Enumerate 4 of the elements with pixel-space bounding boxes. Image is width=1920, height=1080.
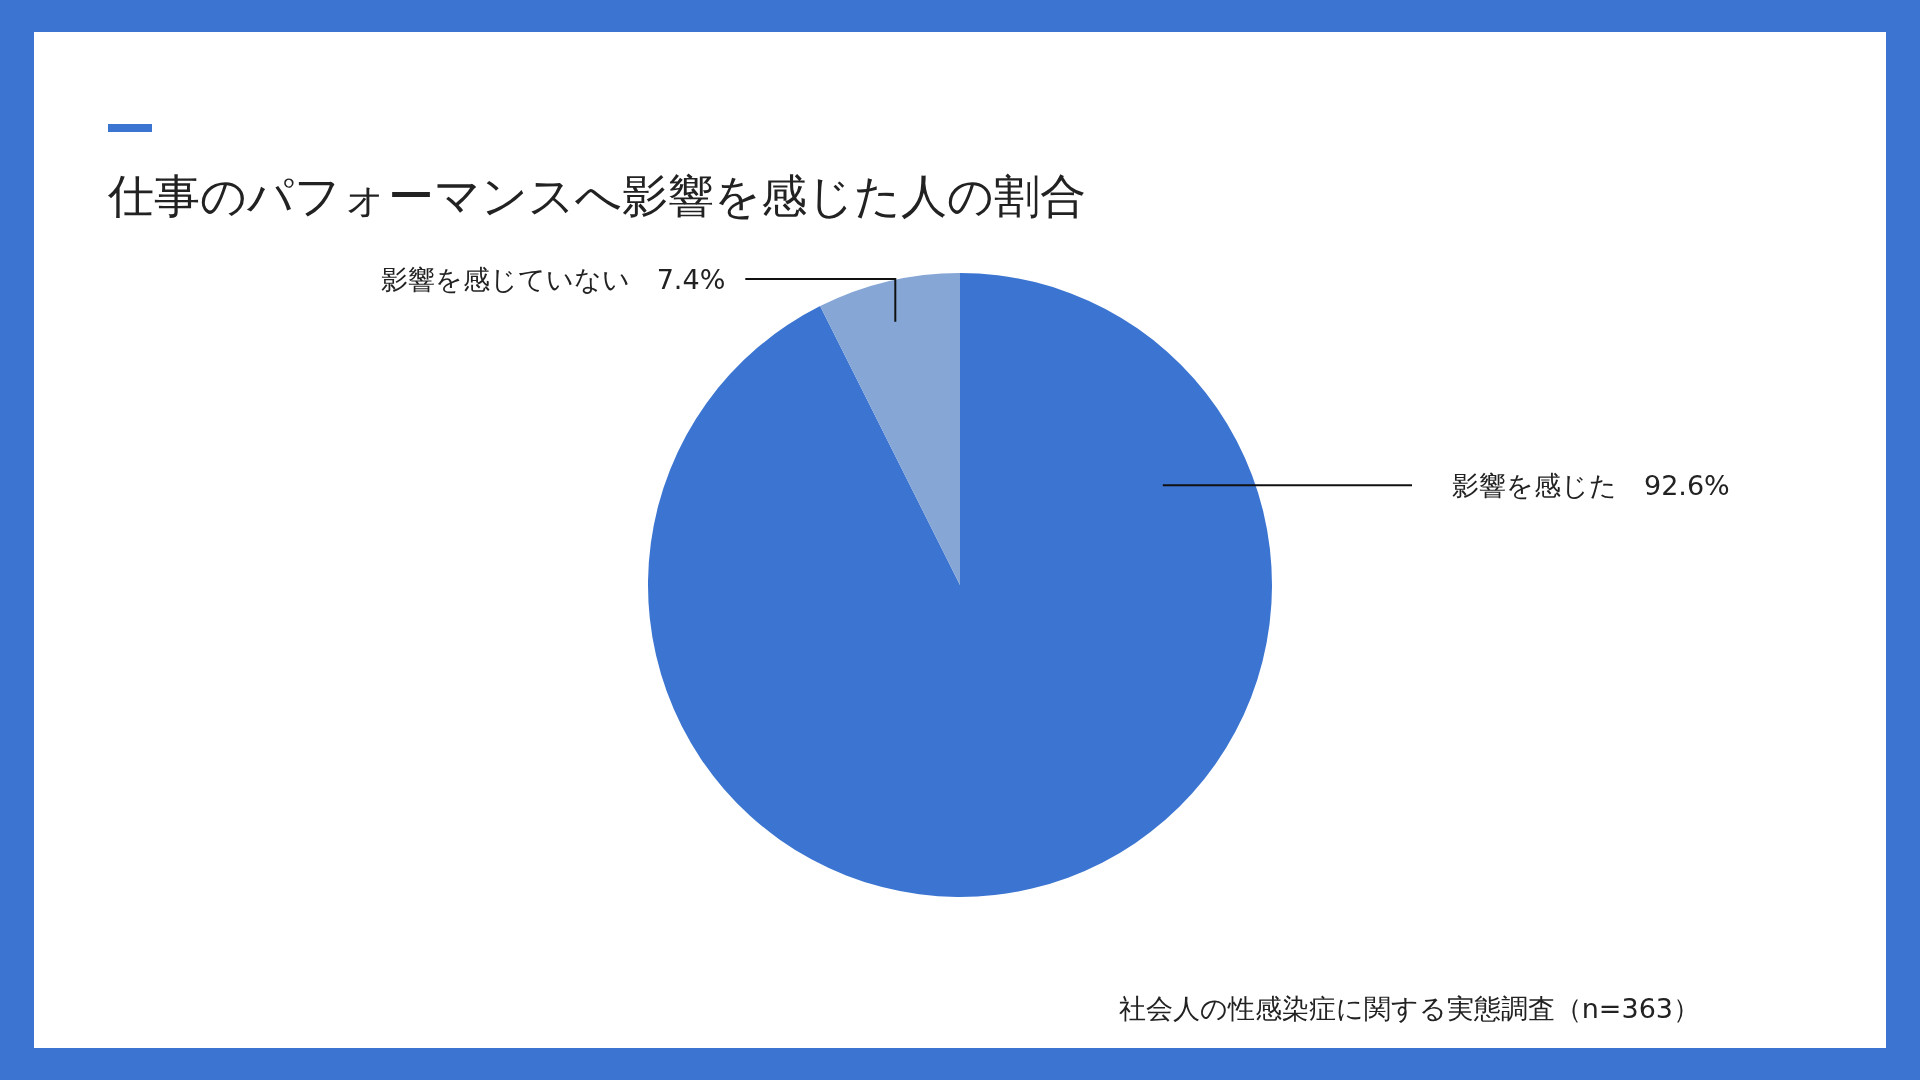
chart-title: 仕事のパフォーマンスへ影響を感じた人の割合 <box>107 169 1086 223</box>
text: 社会人の性感染症に関する実態調査（n=363） <box>1118 993 1700 1024</box>
slice-label: 影響を感じていない 7.4% <box>380 264 726 295</box>
slice-label: 影響を感じた 92.6% <box>1452 470 1730 502</box>
